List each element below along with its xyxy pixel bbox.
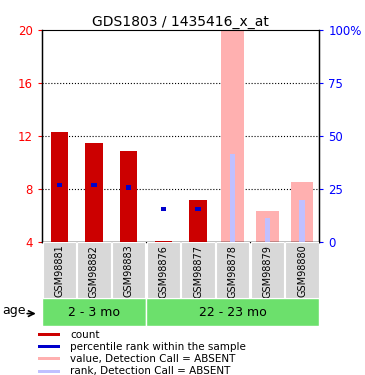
Text: count: count [70, 330, 100, 339]
Bar [291, 182, 313, 242]
Bar [120, 150, 137, 242]
Bar [38, 357, 60, 360]
Text: percentile rank within the sample: percentile rank within the sample [70, 342, 246, 352]
Bar [155, 240, 172, 242]
Text: GSM98880: GSM98880 [297, 245, 307, 297]
Text: GSM98876: GSM98876 [158, 245, 168, 298]
Text: GSM98878: GSM98878 [228, 245, 238, 298]
Bar [285, 242, 319, 298]
Bar [256, 211, 278, 242]
Bar [146, 298, 319, 326]
Bar [38, 345, 60, 348]
Text: GSM98883: GSM98883 [124, 245, 134, 297]
Bar [57, 183, 62, 187]
Bar [91, 183, 97, 187]
Bar [189, 200, 207, 242]
Bar [230, 154, 235, 242]
Text: GSM98881: GSM98881 [54, 245, 64, 297]
Bar [216, 242, 249, 298]
Bar [112, 242, 145, 298]
Text: age: age [2, 304, 26, 317]
Bar [147, 242, 180, 298]
Bar [181, 242, 215, 298]
Bar [42, 298, 146, 326]
Text: 2 - 3 mo: 2 - 3 mo [68, 306, 120, 319]
Bar [265, 218, 270, 242]
Text: GSM98882: GSM98882 [89, 245, 99, 298]
Bar [51, 132, 68, 242]
Title: GDS1803 / 1435416_x_at: GDS1803 / 1435416_x_at [92, 15, 269, 29]
Text: value, Detection Call = ABSENT: value, Detection Call = ABSENT [70, 354, 235, 364]
Text: 22 - 23 mo: 22 - 23 mo [199, 306, 266, 319]
Bar [43, 242, 76, 298]
Text: GSM98879: GSM98879 [262, 245, 272, 298]
Bar [77, 242, 111, 298]
Bar [195, 207, 201, 211]
Text: rank, Detection Call = ABSENT: rank, Detection Call = ABSENT [70, 366, 230, 375]
Bar [222, 30, 244, 242]
Bar [38, 369, 60, 373]
Bar [126, 186, 131, 190]
Bar [38, 333, 60, 336]
Bar [85, 142, 103, 242]
Bar [299, 200, 305, 242]
Bar [251, 242, 284, 298]
Bar [161, 207, 166, 211]
Text: GSM98877: GSM98877 [193, 245, 203, 298]
